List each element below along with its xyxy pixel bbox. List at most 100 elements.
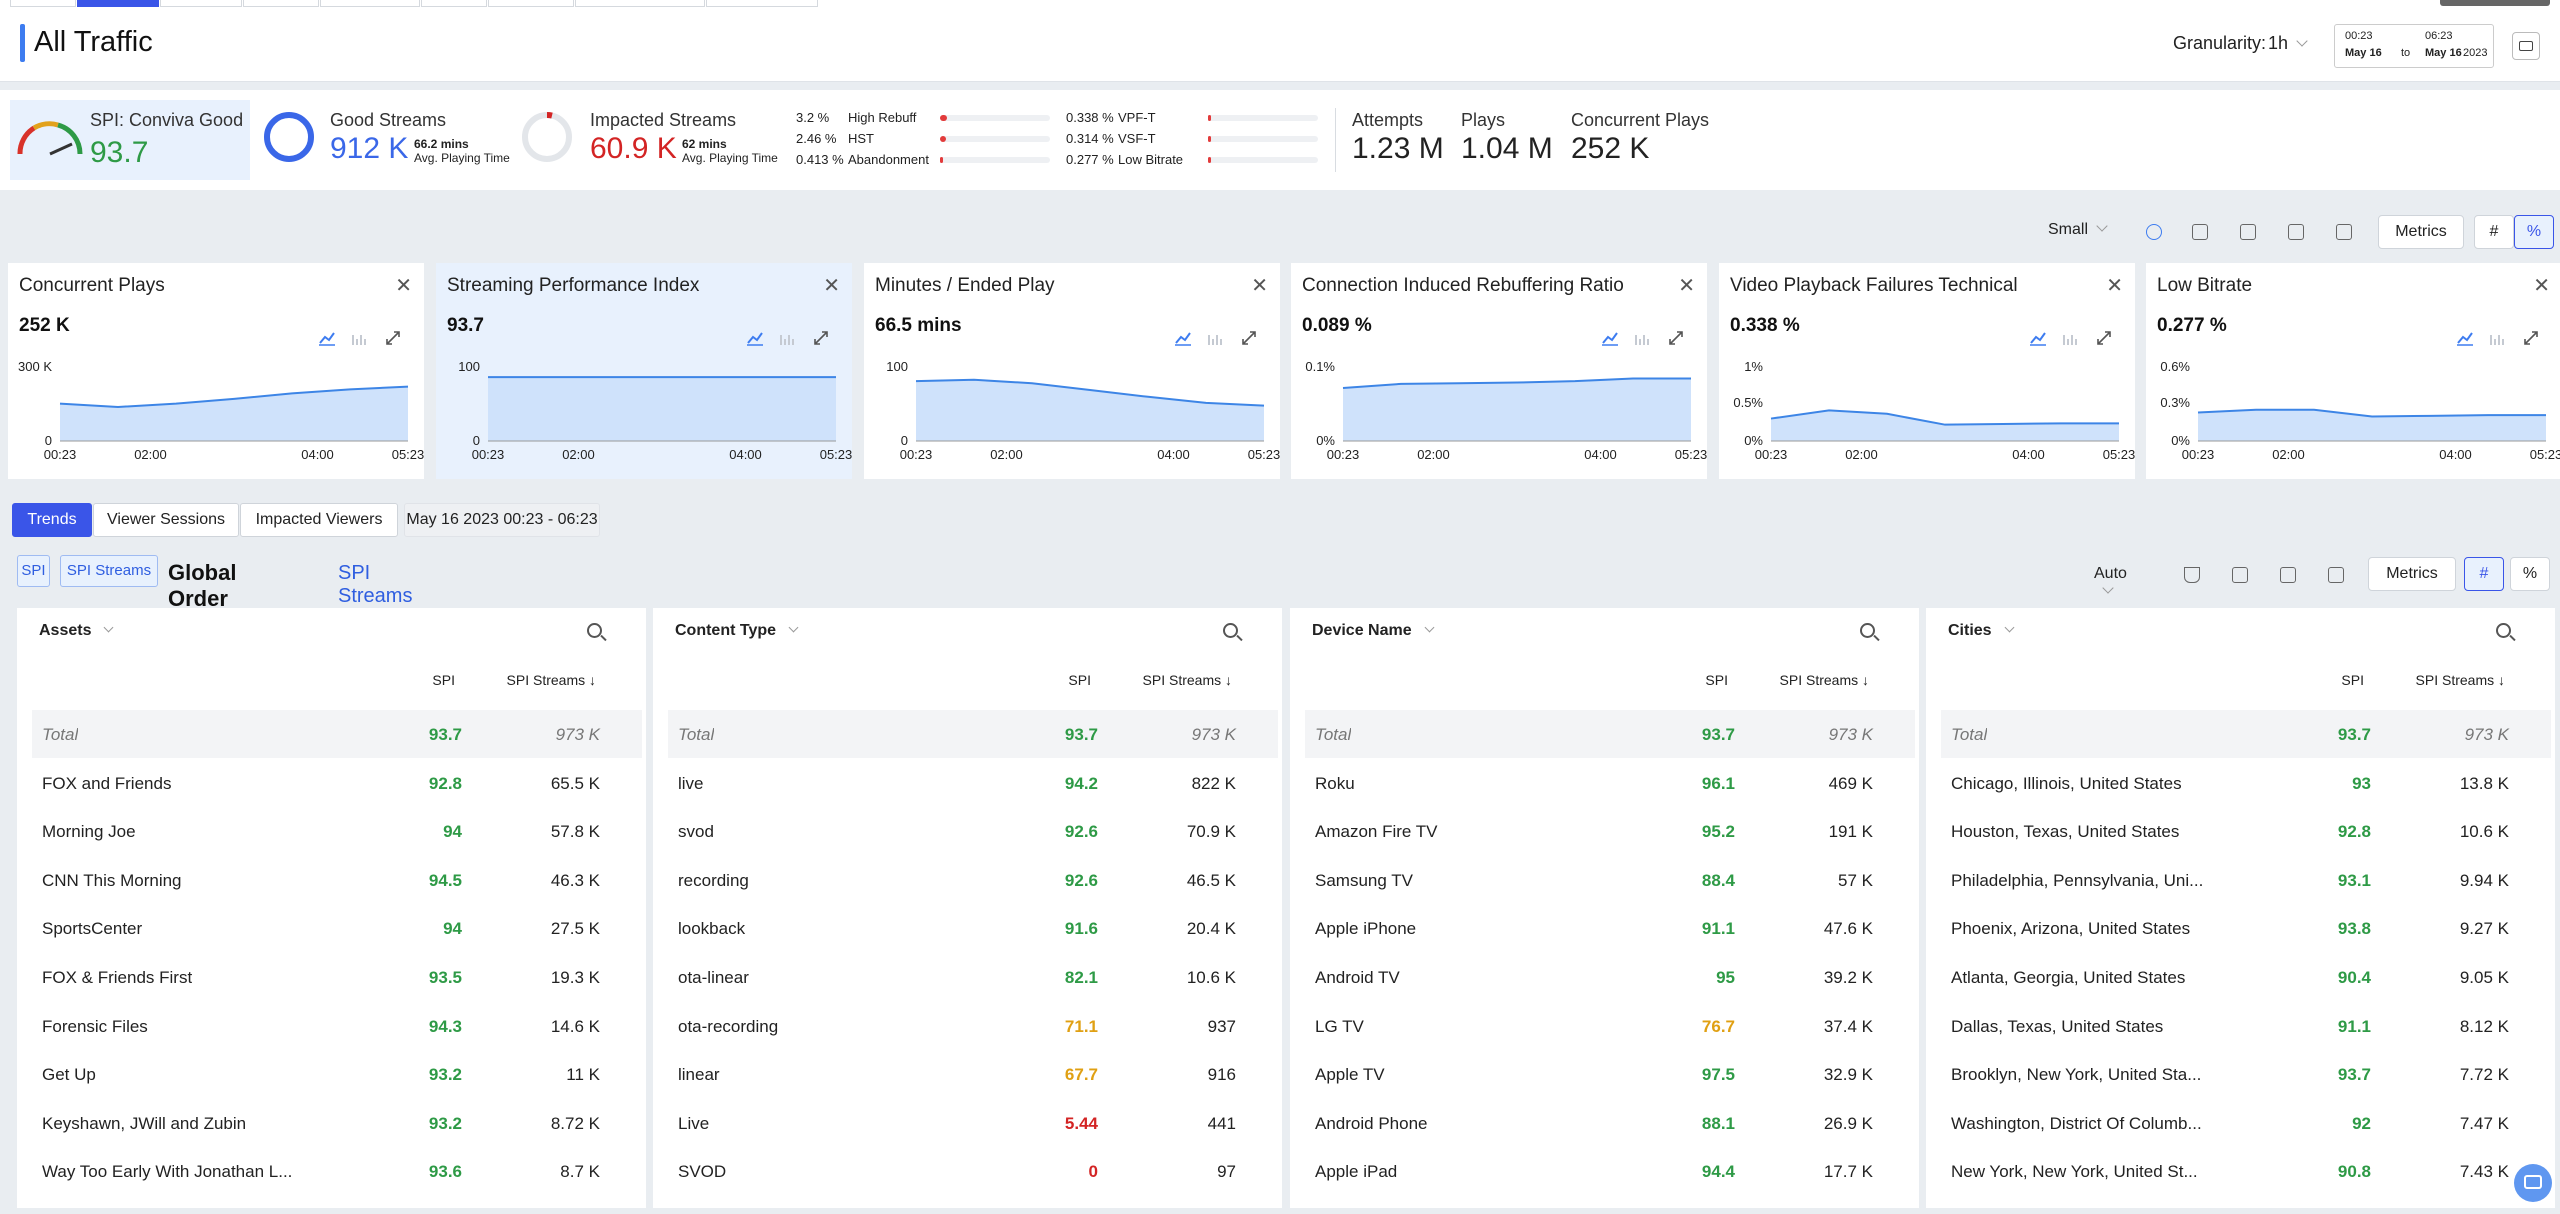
impact-row[interactable]: 0.413 % Abandonment — [796, 152, 1316, 170]
close-icon[interactable]: ✕ — [2106, 275, 2123, 297]
close-icon[interactable]: ✕ — [823, 275, 840, 297]
table-row[interactable]: svod 92.6 70.9 K — [668, 807, 1278, 855]
chat-icon[interactable] — [2514, 1164, 2552, 1202]
line-chart-icon[interactable] — [1174, 329, 1192, 347]
table-row[interactable]: Apple iPad 94.4 17.7 K — [1305, 1147, 1915, 1195]
table-row[interactable]: Forensic Files 94.3 14.6 K — [32, 1002, 642, 1050]
table-row[interactable]: Morning Joe 94 57.8 K — [32, 807, 642, 855]
bar-chart-icon[interactable] — [2488, 329, 2506, 347]
column-header-spi[interactable]: SPI — [2341, 672, 2364, 688]
line-chart-icon[interactable] — [2456, 329, 2474, 347]
table-row[interactable]: Keyshawn, JWill and Zubin 93.2 8.72 K — [32, 1099, 642, 1147]
table-row[interactable]: ota-recording 71.1 937 — [668, 1002, 1278, 1050]
table-row[interactable]: Phoenix, Arizona, United States 93.8 9.27 … — [1941, 904, 2551, 952]
metric-card[interactable]: Low Bitrate 0.277 % ✕ 0.6% 0% 0.3% 00:23 02:00 0… — [2146, 263, 2560, 479]
percent-toggle[interactable]: % — [2514, 215, 2554, 249]
table-row[interactable]: Apple iPhone 91.1 47.6 K — [1305, 904, 1915, 952]
table-row[interactable]: Samsung TV 88.4 57 K — [1305, 856, 1915, 904]
expand-icon[interactable] — [2522, 329, 2540, 347]
nav-tab[interactable] — [706, 0, 818, 7]
impact-row[interactable]: 3.2 % High Rebuff — [796, 110, 1316, 128]
metric-card[interactable]: Concurrent Plays 252 K ✕ 300 K 0 00:23 02:00 04… — [8, 263, 424, 479]
impact-row[interactable]: 2.46 % HST — [796, 131, 1316, 149]
table-row[interactable]: Android TV 95 39.2 K — [1305, 953, 1915, 1001]
table-row[interactable]: Atlanta, Georgia, United States 90.4 9.05 … — [1941, 953, 2551, 1001]
nav-tab[interactable] — [10, 0, 76, 7]
line-chart-icon[interactable] — [746, 329, 764, 347]
expand-icon[interactable] — [1667, 329, 1685, 347]
calendar-icon[interactable] — [2512, 32, 2540, 60]
export-icon[interactable] — [2328, 567, 2344, 583]
nav-tab[interactable] — [160, 0, 242, 7]
table-row[interactable]: Washington, District Of Columb... 92 7.47 … — [1941, 1099, 2551, 1147]
table-row[interactable]: FOX and Friends 92.8 65.5 K — [32, 759, 642, 807]
table-row[interactable]: FOX & Friends First 93.5 19.3 K — [32, 953, 642, 1001]
close-icon[interactable]: ✕ — [1678, 275, 1695, 297]
chip-spi[interactable]: SPI — [17, 555, 50, 587]
table-row[interactable]: LG TV 76.7 37.4 K — [1305, 1002, 1915, 1050]
table-total-row[interactable]: Total 93.7 973 K — [668, 710, 1278, 758]
line-chart-icon[interactable] — [318, 329, 336, 347]
close-icon[interactable]: ✕ — [395, 275, 412, 297]
column-header-streams[interactable]: SPI Streams ↓ — [506, 672, 596, 688]
table-row[interactable]: Houston, Texas, United States 92.8 10.6 K — [1941, 807, 2551, 855]
panel-dimension-select[interactable]: Cities — [1948, 622, 2015, 640]
expand-icon[interactable] — [384, 329, 402, 347]
line-chart-icon[interactable] — [2029, 329, 2047, 347]
metric-card[interactable]: Streaming Performance Index 93.7 ✕ 100 0 00:2… — [436, 263, 852, 479]
tab-impacted-viewers[interactable]: Impacted Viewers — [240, 503, 398, 537]
table-row[interactable]: lookback 91.6 20.4 K — [668, 904, 1278, 952]
panel-dimension-select[interactable]: Assets — [39, 622, 114, 640]
column-header-streams[interactable]: SPI Streams ↓ — [1779, 672, 1869, 688]
column-header-streams[interactable]: SPI Streams ↓ — [1142, 672, 1232, 688]
table-row[interactable]: Live 5.44 441 — [668, 1099, 1278, 1147]
nav-tab[interactable] — [421, 0, 487, 7]
metrics-button[interactable]: Metrics — [2378, 215, 2464, 249]
order-by-select[interactable]: SPI Streams — [338, 562, 412, 631]
expand-icon[interactable] — [812, 329, 830, 347]
layout-icon[interactable] — [2280, 567, 2296, 583]
select-area-icon[interactable] — [2192, 224, 2208, 240]
bar-chart-icon[interactable] — [1633, 329, 1651, 347]
column-header-spi[interactable]: SPI — [1705, 672, 1728, 688]
bar-chart-icon[interactable] — [2061, 329, 2079, 347]
percent-toggle[interactable]: % — [2510, 557, 2550, 591]
clipboard-icon[interactable] — [2232, 567, 2248, 583]
column-header-spi[interactable]: SPI — [432, 672, 455, 688]
filter-icon[interactable] — [2184, 567, 2200, 583]
column-header-streams[interactable]: SPI Streams ↓ — [2415, 672, 2505, 688]
count-toggle[interactable]: # — [2464, 557, 2504, 591]
metric-card[interactable]: Minutes / Ended Play 66.5 mins ✕ 100 0 00:23 0… — [864, 263, 1280, 479]
table-row[interactable]: SVOD 0 97 — [668, 1147, 1278, 1195]
table-row[interactable]: live 94.2 822 K — [668, 759, 1278, 807]
search-icon[interactable] — [587, 623, 602, 638]
nav-tab[interactable] — [320, 0, 420, 7]
metrics-button[interactable]: Metrics — [2368, 557, 2456, 591]
panel-dimension-select[interactable]: Content Type — [675, 622, 799, 640]
zoom-in-icon[interactable] — [2146, 224, 2162, 240]
impact-row[interactable]: 0.314 % VSF-T — [1066, 131, 1586, 149]
bar-chart-icon[interactable] — [350, 329, 368, 347]
auto-select[interactable]: Auto — [2094, 565, 2127, 601]
metric-card[interactable]: Video Playback Failures Technical 0.338 %… — [1719, 263, 2135, 479]
search-icon[interactable] — [1223, 623, 1238, 638]
table-row[interactable]: Get Up 93.2 11 K — [32, 1050, 642, 1098]
zoom-reset-icon[interactable] — [2240, 224, 2256, 240]
table-row[interactable]: ota-linear 82.1 10.6 K — [668, 953, 1278, 1001]
metric-card[interactable]: Connection Induced Rebuffering Ratio 0.08… — [1291, 263, 1707, 479]
table-row[interactable]: Dallas, Texas, United States 91.1 8.12 K — [1941, 1002, 2551, 1050]
search-icon[interactable] — [2496, 623, 2511, 638]
granularity-select[interactable]: 1h — [2268, 33, 2308, 54]
bar-chart-icon[interactable] — [1206, 329, 1224, 347]
column-header-spi[interactable]: SPI — [1068, 672, 1091, 688]
spi-summary[interactable]: SPI: Conviva Good 93.7 — [10, 100, 250, 180]
table-row[interactable]: Roku 96.1 469 K — [1305, 759, 1915, 807]
expand-icon[interactable] — [1240, 329, 1258, 347]
table-row[interactable]: CNN This Morning 94.5 46.3 K — [32, 856, 642, 904]
top-right-control[interactable] — [2440, 0, 2550, 6]
table-total-row[interactable]: Total 93.7 973 K — [1305, 710, 1915, 758]
nav-tab[interactable] — [243, 0, 319, 7]
expand-icon[interactable] — [2095, 329, 2113, 347]
tab-trends[interactable]: Trends — [12, 503, 92, 537]
line-chart-icon[interactable] — [1601, 329, 1619, 347]
